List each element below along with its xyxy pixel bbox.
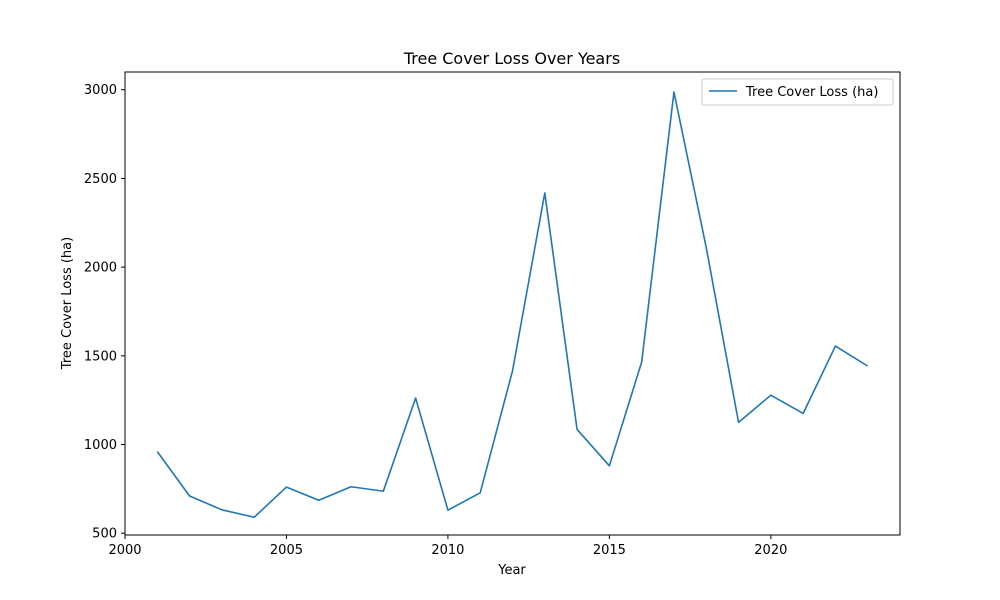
y-tick-label: 500 bbox=[92, 527, 117, 542]
x-tick-label: 2000 bbox=[108, 543, 141, 558]
y-tick-label: 3000 bbox=[84, 83, 117, 98]
y-tick-label: 1000 bbox=[84, 438, 117, 453]
x-tick-label: 2010 bbox=[431, 543, 464, 558]
x-tick-label: 2005 bbox=[270, 543, 303, 558]
legend-label-tree-cover-loss: Tree Cover Loss (ha) bbox=[745, 85, 878, 100]
y-tick-label: 1500 bbox=[84, 349, 117, 364]
x-axis-ticks: 2000 2005 2010 2015 2020 bbox=[108, 535, 787, 558]
y-axis-label: Tree Cover Loss (ha) bbox=[60, 237, 75, 370]
y-axis-ticks: 500 1000 1500 2000 2500 3000 bbox=[84, 83, 125, 542]
legend-box bbox=[701, 78, 894, 106]
x-axis-label: Year bbox=[497, 563, 526, 578]
series-line-tree-cover-loss bbox=[156, 91, 869, 519]
x-tick-label: 2020 bbox=[754, 543, 787, 558]
legend: Tree Cover Loss (ha) bbox=[701, 78, 894, 106]
y-tick-label: 2500 bbox=[84, 172, 117, 187]
x-tick-label: 2015 bbox=[593, 543, 626, 558]
chart-title: Tree Cover Loss Over Years bbox=[403, 49, 620, 68]
plot-lines bbox=[156, 91, 869, 519]
y-tick-label: 2000 bbox=[84, 261, 117, 276]
plot-area-frame bbox=[124, 71, 901, 536]
